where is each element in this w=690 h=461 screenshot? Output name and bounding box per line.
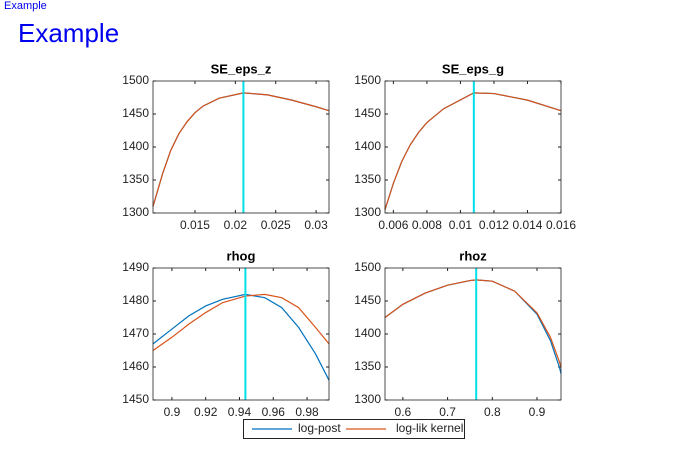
legend-label: log-post (298, 421, 341, 435)
y-tick-label: 1350 (354, 172, 381, 186)
x-tick-label: 0.94 (228, 405, 252, 419)
y-tick-label: 1470 (122, 326, 149, 340)
y-tick-label: 1400 (122, 139, 149, 153)
y-tick-label: 1500 (354, 73, 381, 87)
series-line (384, 279, 562, 368)
y-tick-label: 1500 (122, 73, 149, 87)
page-title: Example (18, 18, 120, 48)
axes-box (153, 268, 329, 400)
subplot-title: rhog (227, 248, 256, 263)
x-tick-label: 0.7 (439, 405, 456, 419)
x-tick-label: 0.8 (484, 405, 501, 419)
y-tick-label: 1450 (122, 392, 149, 406)
subplot-title: SE_eps_g (442, 61, 504, 76)
x-tick-label: 0.01 (449, 218, 473, 232)
axes-box (385, 268, 561, 400)
axes-frame (384, 80, 562, 214)
x-tick-label: 0.006 (378, 218, 408, 232)
legend: log-post log-lik kernel (243, 419, 465, 439)
axes-box (153, 81, 329, 213)
y-tick-label: 1350 (354, 359, 381, 373)
y-tick-label: 1460 (122, 359, 149, 373)
subplot-title: SE_eps_z (211, 61, 272, 76)
y-tick-label: 1300 (122, 205, 149, 219)
x-tick-label: 0.012 (479, 218, 509, 232)
x-tick-label: 0.008 (412, 218, 442, 232)
x-tick-label: 0.025 (261, 218, 291, 232)
x-tick-label: 0.015 (180, 218, 210, 232)
y-tick-label: 1500 (354, 260, 381, 274)
y-tick-label: 1450 (122, 106, 149, 120)
x-tick-label: 0.9 (529, 405, 546, 419)
y-tick-label: 1350 (122, 172, 149, 186)
series-line (152, 92, 330, 207)
y-tick-label: 1300 (354, 392, 381, 406)
y-tick-label: 1490 (122, 260, 149, 274)
y-tick-label: 1400 (354, 326, 381, 340)
subplot-title: rhoz (459, 248, 487, 263)
y-tick-label: 1480 (122, 293, 149, 307)
x-tick-label: 0.92 (194, 405, 218, 419)
axes-frame (152, 80, 330, 214)
series-line (384, 92, 562, 210)
x-tick-label: 0.96 (262, 405, 286, 419)
axes-frame (152, 267, 330, 401)
y-tick-label: 1300 (354, 205, 381, 219)
x-tick-label: 0.02 (224, 218, 248, 232)
y-tick-label: 1450 (354, 106, 381, 120)
y-tick-label: 1400 (354, 139, 381, 153)
legend-label: log-lik kernel (396, 421, 463, 435)
x-tick-label: 0.98 (295, 405, 319, 419)
x-tick-label: 0.03 (304, 218, 328, 232)
x-tick-label: 0.016 (546, 218, 576, 232)
x-tick-label: 0.6 (395, 405, 412, 419)
x-tick-label: 0.9 (164, 405, 181, 419)
x-tick-label: 0.014 (512, 218, 542, 232)
axes-frame (384, 267, 562, 401)
y-tick-label: 1450 (354, 293, 381, 307)
link[interactable]: Example (4, 0, 47, 12)
